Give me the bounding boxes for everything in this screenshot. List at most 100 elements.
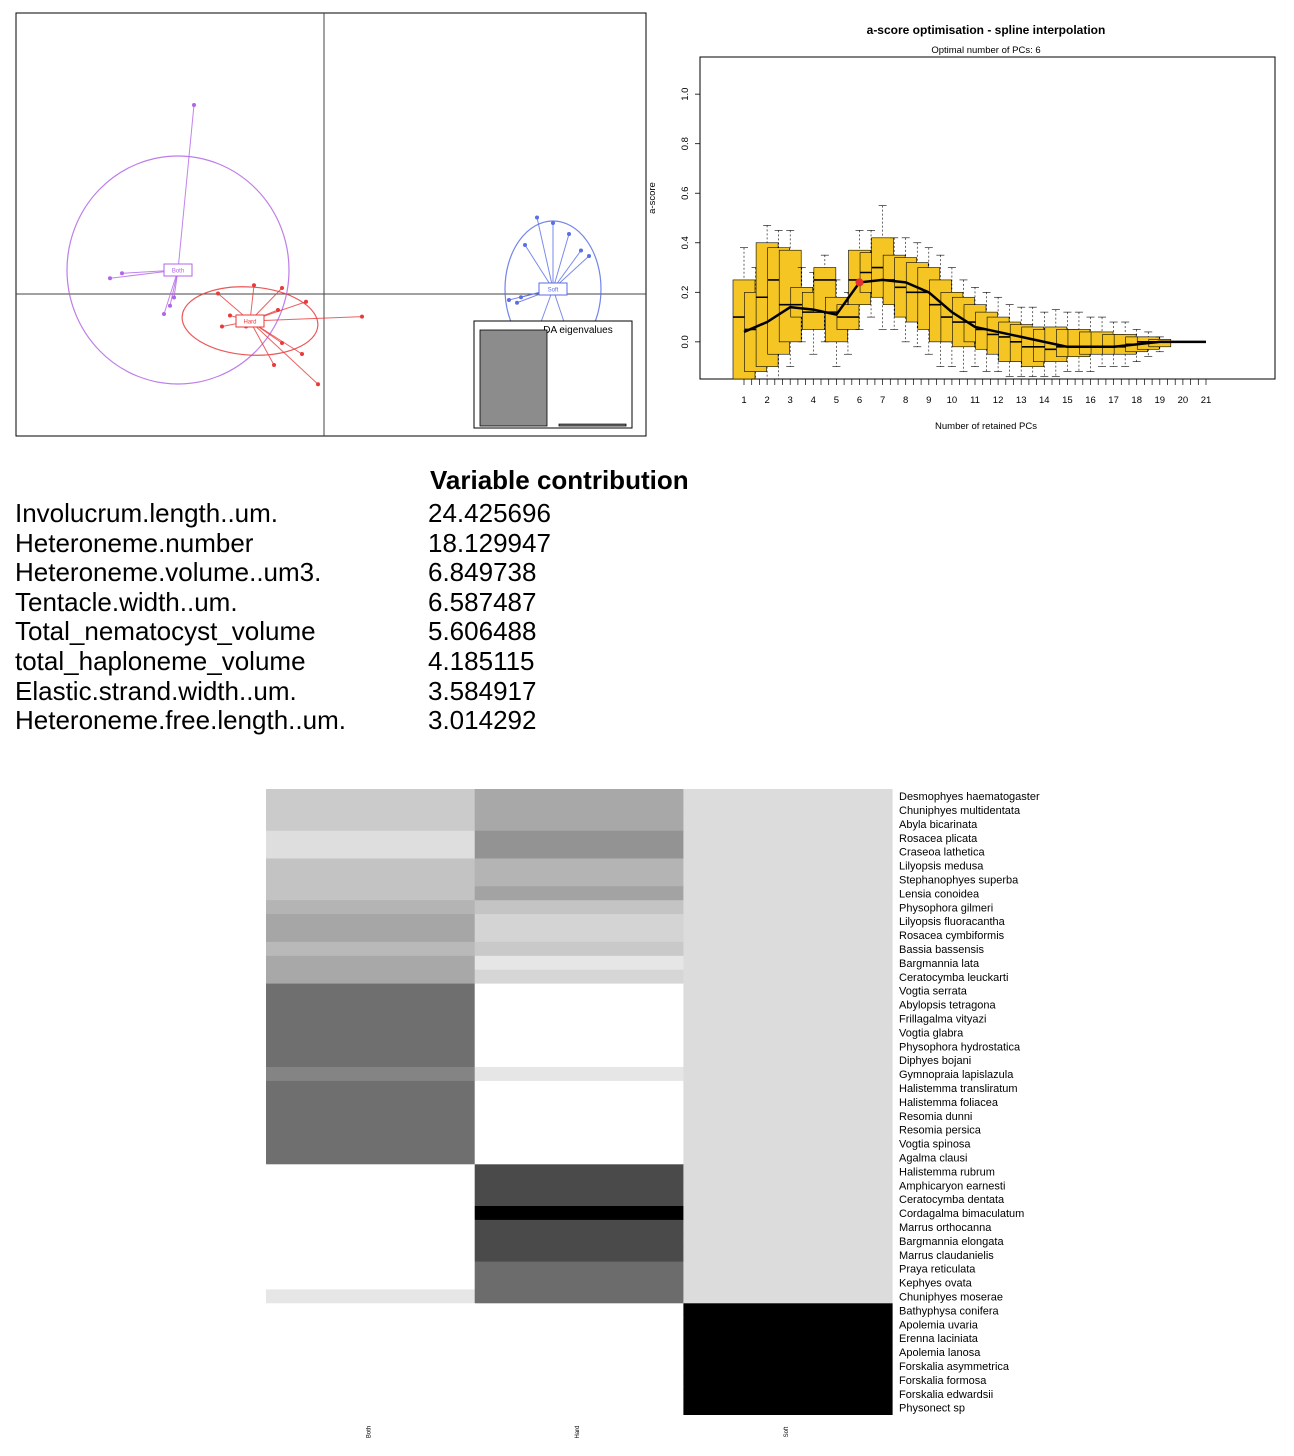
heatmap-cell	[474, 858, 684, 873]
heatmap-row-label: Resomia persica	[899, 1125, 982, 1137]
data-point	[228, 313, 232, 318]
heatmap-cell	[683, 914, 893, 929]
heatmap-row-label: Desmophyes haematogaster	[899, 791, 1040, 803]
heatmap-cell	[266, 844, 476, 859]
contribution-value: 3.584917	[428, 675, 537, 706]
chart-subtitle: Optimal number of PCs: 6	[931, 45, 1040, 56]
spoke-line	[249, 320, 319, 385]
heatmap-cell	[474, 900, 684, 915]
heatmap-row-label: Gymnopraia lapislazula	[899, 1069, 1014, 1081]
heatmap-row-label: Physophora hydrostatica	[899, 1041, 1021, 1053]
heatmap-cell	[474, 1011, 684, 1026]
heatmap-cell	[266, 830, 476, 846]
contribution-variable-name: Involucrum.length..um.	[15, 498, 279, 528]
heatmap-row-label: Erenna laciniata	[899, 1333, 979, 1345]
heatmap-cell	[266, 1122, 476, 1137]
data-point	[220, 324, 224, 329]
heatmap-cell	[266, 1039, 476, 1054]
heatmap-cell	[683, 928, 893, 943]
data-point	[168, 303, 172, 308]
x-tick-label: 12	[993, 395, 1004, 406]
data-point	[507, 298, 511, 302]
heatmap-row-label: Bargmannia lata	[899, 958, 980, 970]
heatmap-row-label: Forskalia formosa	[899, 1375, 987, 1387]
heatmap-cell	[474, 1039, 684, 1054]
x-tick-label: 21	[1201, 395, 1212, 406]
heatmap-cell	[474, 969, 684, 985]
heatmap-row-label: Stephanophyes superba	[899, 875, 1019, 887]
heatmap-cell	[266, 914, 476, 929]
heatmap-cell	[474, 1372, 684, 1388]
heatmap-cell	[683, 1067, 893, 1082]
contribution-row: Elastic.strand.width..um. 3.584917	[15, 676, 735, 706]
heatmap-cell	[266, 1178, 476, 1193]
contribution-row: Heteroneme.number 18.129947	[15, 528, 735, 558]
heatmap-cell	[266, 1011, 476, 1026]
eigenvalue-bar	[558, 423, 627, 427]
heatmap-cell	[474, 928, 684, 943]
heatmap-row-label: Amphicaryon earnesti	[899, 1180, 1005, 1192]
heatmap-row-label: Apolemia uvaria	[899, 1319, 979, 1331]
heatmap-cell	[474, 1233, 684, 1249]
y-tick-label: 0.6	[680, 187, 691, 200]
heatmap-cell	[683, 1025, 893, 1040]
heatmap-row-label: Kephyes ovata	[899, 1278, 973, 1290]
heatmap-cell	[474, 1192, 684, 1207]
data-point	[587, 254, 591, 258]
heatmap-row-label: Apolemia lanosa	[899, 1347, 981, 1359]
contribution-variable-name: Tentacle.width..um.	[15, 586, 238, 617]
heatmap-cell	[474, 1386, 684, 1402]
heatmap-row-label: Forskalia asymmetrica	[899, 1361, 1010, 1373]
spline-curve	[743, 278, 1206, 349]
heatmap-cell	[266, 1289, 476, 1304]
heatmap-cell	[683, 802, 893, 818]
heatmap-column-label: Soft	[784, 1426, 790, 1437]
heatmap-cell	[683, 1400, 893, 1415]
group-label-box	[163, 263, 193, 277]
contribution-row: Heteroneme.free.length..um. 3.014292	[15, 705, 735, 735]
heatmap-cell	[266, 1247, 476, 1263]
contribution-value: 5.606488	[428, 616, 537, 647]
heatmap-row-label: Marrus claudanielis	[899, 1250, 994, 1262]
heatmap-row-label: Chuniphyes multidentata	[899, 805, 1021, 817]
heatmap-cell	[266, 1386, 476, 1402]
heatmap-cell	[474, 830, 684, 846]
data-point	[316, 382, 320, 387]
heatmap-cell	[266, 1400, 476, 1415]
spoke-line	[524, 244, 554, 290]
heatmap-cell	[683, 1108, 893, 1124]
heatmap-cell	[474, 1219, 684, 1235]
group-ellipse-hard	[181, 286, 319, 356]
heatmap-cell	[683, 1011, 893, 1026]
heatmap-cell	[683, 997, 893, 1012]
contribution-variable-name: Elastic.strand.width..um.	[15, 675, 297, 706]
heatmap-cell	[474, 1025, 684, 1040]
data-point	[360, 314, 364, 319]
heatmap-cell	[266, 1025, 476, 1040]
heatmap-cell	[474, 1358, 684, 1374]
data-point	[216, 291, 220, 296]
data-point	[162, 312, 166, 316]
heatmap-row-label: Ceratocymba dentata	[899, 1194, 1005, 1206]
heatmap-cell	[474, 789, 684, 804]
heatmap-cell	[683, 969, 893, 985]
heatmap-cell	[266, 1080, 476, 1096]
heatmap-cell	[266, 969, 476, 985]
heatmap-cell	[683, 955, 893, 971]
heatmap-cell	[266, 816, 476, 832]
heatmap-cell	[683, 1358, 893, 1374]
y-tick-label: 0.4	[680, 236, 691, 249]
plot-frame	[699, 56, 1276, 380]
heatmap-cell	[474, 802, 684, 818]
heatmap-cell	[474, 1261, 684, 1276]
heatmap-row-label: Diphyes bojani	[899, 1055, 971, 1067]
chart-title: a-score optimisation - spline interpolat…	[867, 23, 1106, 37]
contribution-row: Tentacle.width..um. 6.587487	[15, 587, 735, 617]
heatmap-cell	[266, 941, 476, 957]
heatmap-cell	[683, 1080, 893, 1096]
x-axis-label: Number of retained PCs	[935, 421, 1037, 432]
heatmap-cell	[474, 983, 684, 998]
heatmap-cell	[683, 844, 893, 859]
heatmap-cell	[474, 941, 684, 957]
heatmap-cell	[266, 1331, 476, 1346]
